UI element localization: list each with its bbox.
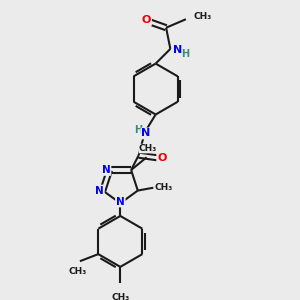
Text: CH₃: CH₃ [111,293,129,300]
Text: CH₃: CH₃ [194,13,212,22]
Text: CH₃: CH₃ [68,267,87,276]
Text: H: H [134,125,142,135]
Text: H: H [181,49,189,59]
Text: N: N [95,186,104,196]
Text: O: O [142,15,151,25]
Text: N: N [141,128,151,138]
Text: N: N [173,45,182,55]
Text: CH₃: CH₃ [139,144,157,153]
Text: CH₃: CH₃ [155,183,173,192]
Text: O: O [157,153,167,163]
Text: N: N [116,196,125,207]
Text: N: N [102,165,110,175]
